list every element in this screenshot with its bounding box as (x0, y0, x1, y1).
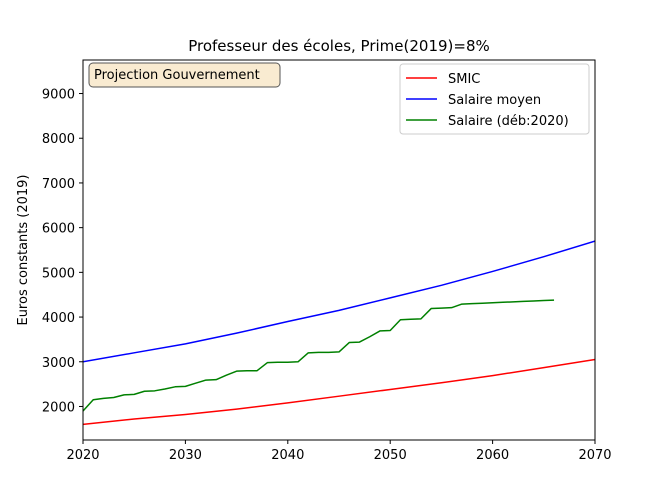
series-line-0 (83, 358, 595, 426)
y-tick-label: 2000 (42, 400, 75, 415)
y-tick-label: 9000 (42, 88, 75, 103)
x-tick-label: 2040 (271, 448, 304, 463)
x-tick-label: 2030 (169, 448, 202, 463)
y-tick-label: 7000 (42, 177, 75, 192)
y-tick-label: 6000 (42, 222, 75, 237)
annotation-text: Projection Gouvernement (94, 68, 260, 83)
legend-label: Salaire moyen (448, 93, 541, 108)
x-tick-label: 2060 (476, 448, 509, 463)
y-tick-label: 8000 (42, 132, 75, 147)
y-axis-label: Euros constants (2019) (16, 174, 31, 325)
series-line-1 (83, 240, 595, 363)
y-tick-label: 3000 (42, 356, 75, 371)
x-tick-label: 2050 (374, 448, 407, 463)
y-tick-label: 5000 (42, 266, 75, 281)
y-tick-label: 4000 (42, 311, 75, 326)
chart-title: Professeur des écoles, Prime(2019)=8% (188, 37, 490, 55)
x-tick-label: 2020 (66, 448, 99, 463)
legend-label: Salaire (déb:2020) (448, 114, 569, 129)
annotation-box: Projection Gouvernement (88, 62, 281, 88)
legend: SMIC Salaire moyen Salaire (déb:2020) (399, 63, 590, 135)
plot-frame (82, 59, 596, 441)
legend-label: SMIC (448, 72, 480, 87)
x-tick-label: 2070 (578, 448, 611, 463)
legend-frame (399, 63, 590, 135)
series-line-2 (83, 299, 555, 412)
annotation-background (88, 62, 281, 88)
